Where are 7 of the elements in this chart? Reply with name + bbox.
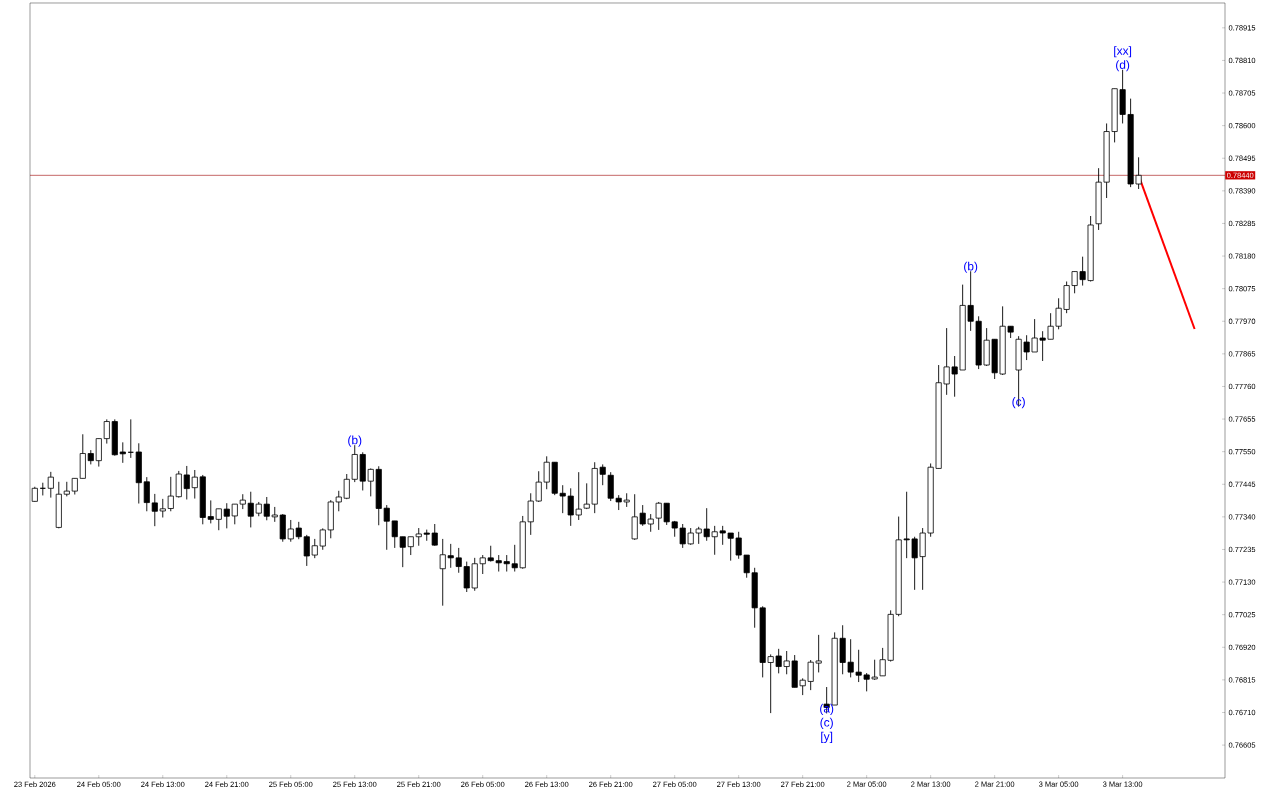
annotation: (d) [1116,60,1130,72]
annotation: [xx] [1114,46,1132,58]
annotation: [y] [821,731,833,743]
annotation: (b) [964,261,978,273]
annotation: (c) [820,717,833,729]
annotation: (b) [348,435,362,447]
candlestick [47,471,54,499]
